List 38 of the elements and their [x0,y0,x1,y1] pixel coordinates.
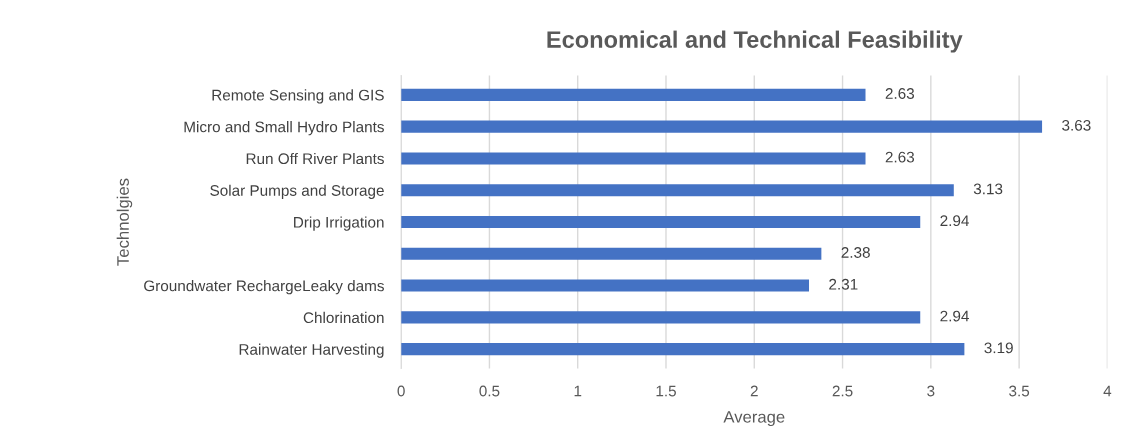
bar [401,215,921,229]
y-axis-title: Technolgies [116,178,133,266]
x-tick-label: 0 [397,385,405,397]
y-tick-label: Groundwater RechargeLeaky dams [144,280,384,295]
x-tick-label: 2 [750,385,758,397]
y-tick-label: Chlorination [303,311,384,324]
data-label: 2.63 [885,88,915,99]
y-tick-label: Remote Sensing and GIS [212,89,384,104]
y-tick-label: Run Off River Plants [246,152,384,165]
bar [401,120,1043,133]
y-tick-label: Drip Irrigation [294,216,384,231]
x-axis-title: Average [723,411,785,427]
x-tick-label: 1.5 [656,385,676,397]
data-label: 3.13 [973,183,1003,195]
data-label: 3.63 [1062,119,1091,131]
bar [401,343,965,356]
data-label: 2.31 [829,278,858,290]
bar [401,184,954,197]
y-tick-label: Micro and Small Hydro Plants [184,121,384,136]
x-tick-label: 3 [927,385,935,397]
data-label: 2.94 [940,310,969,322]
bar [401,88,866,101]
x-tick-label: 4 [1103,385,1112,397]
data-label: 2.38 [841,247,870,258]
bar [401,247,822,260]
x-tick-label: 3.5 [1009,385,1030,397]
y-tick-label: Solar Pumps and Storage [210,184,384,199]
x-tick-label: 2.5 [832,385,853,397]
bar [401,311,921,324]
bar [401,152,866,165]
data-label: 2.94 [940,215,969,227]
data-label: 3.19 [984,342,1013,354]
bar [401,279,810,292]
x-tick-label: 1 [574,385,582,397]
y-tick-label: Rainwater Harvesting [239,343,384,358]
data-label: 2.63 [885,151,915,163]
x-tick-label: 0.5 [479,385,500,397]
chart-title: Economical and Technical Feasibility [547,30,963,53]
